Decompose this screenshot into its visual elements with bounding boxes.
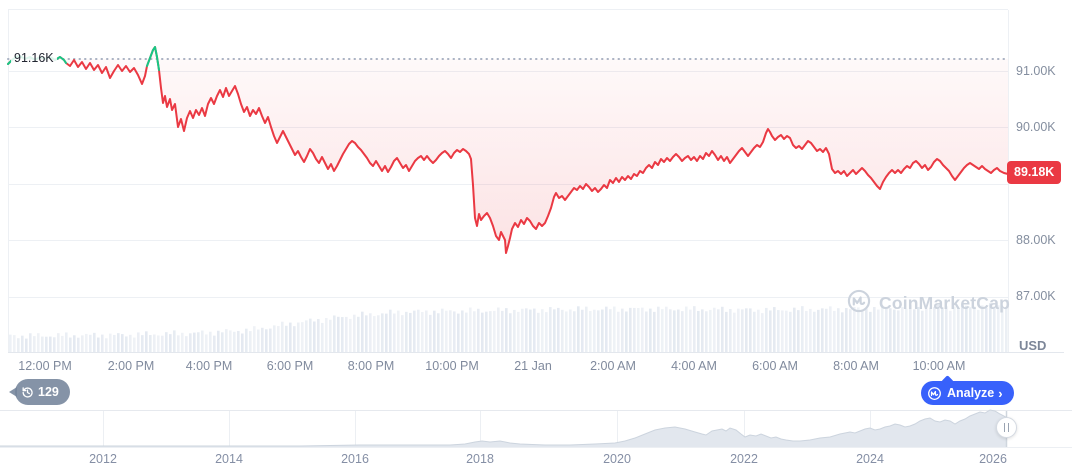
navigator-year-tick: 2016 bbox=[341, 452, 369, 466]
navigator-year-tick: 2026 bbox=[979, 452, 1007, 466]
x-axis-tick: 6:00 AM bbox=[752, 359, 798, 373]
navigator-range-handle[interactable] bbox=[996, 417, 1017, 438]
x-axis-tick: 8:00 PM bbox=[347, 359, 395, 373]
navigator-year-tick: 2018 bbox=[466, 452, 494, 466]
coinmarketcap-logo-icon bbox=[846, 288, 872, 319]
chevron-right-icon: › bbox=[998, 385, 1003, 401]
navigator-year-tick: 2024 bbox=[856, 452, 884, 466]
navigator-year-tick: 2012 bbox=[89, 452, 117, 466]
x-axis-tick: 2:00 PM bbox=[107, 359, 155, 373]
x-axis-tick: 2:00 AM bbox=[590, 359, 636, 373]
watermark-text: CoinMarketCap bbox=[879, 293, 1010, 313]
currency-label: USD bbox=[1019, 338, 1047, 353]
x-axis-tick: 6:00 PM bbox=[266, 359, 314, 373]
y-axis-tick: 87.00K bbox=[1016, 289, 1056, 303]
x-axis-tick: 12:00 PM bbox=[18, 359, 72, 373]
navigator-year-tick: 2014 bbox=[215, 452, 243, 466]
history-count: 129 bbox=[38, 385, 59, 399]
history-clock-icon bbox=[21, 386, 34, 399]
navigator-year-tick: 2022 bbox=[730, 452, 758, 466]
x-axis-tick: 4:00 PM bbox=[185, 359, 233, 373]
watermark: CoinMarketCap bbox=[846, 288, 1010, 319]
analyze-label: Analyze bbox=[947, 386, 995, 400]
x-axis-tick: 4:00 AM bbox=[671, 359, 717, 373]
history-count-badge[interactable]: 129 bbox=[9, 379, 70, 405]
current-price-badge: 89.18K bbox=[1007, 161, 1062, 184]
y-axis-tick: 88.00K bbox=[1016, 233, 1056, 247]
x-axis-tick: 21 Jan bbox=[514, 359, 552, 373]
y-axis-tick: 91.00K bbox=[1016, 64, 1056, 78]
handle-grip-icon bbox=[1003, 423, 1006, 432]
baseline-price-label: 91.16K bbox=[11, 51, 57, 65]
x-axis-tick: 10:00 PM bbox=[425, 359, 479, 373]
analyze-logo-icon bbox=[927, 386, 942, 401]
x-axis-tick: 10:00 AM bbox=[912, 359, 966, 373]
x-axis-tick: 8:00 AM bbox=[833, 359, 879, 373]
navigator-year-tick: 2020 bbox=[603, 452, 631, 466]
analyze-button[interactable]: Analyze › bbox=[921, 381, 1014, 405]
y-axis-tick: 90.00K bbox=[1016, 120, 1056, 134]
